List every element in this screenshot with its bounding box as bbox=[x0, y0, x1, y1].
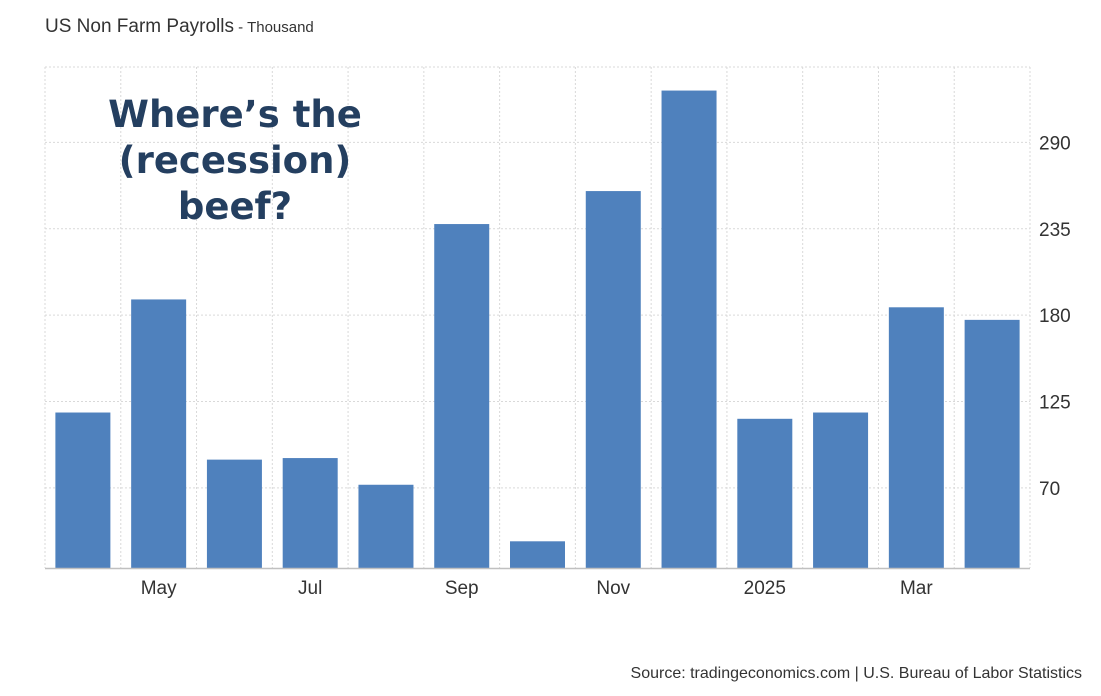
bar bbox=[737, 418, 793, 568]
x-tick-label: May bbox=[141, 578, 177, 599]
bar bbox=[131, 299, 187, 568]
bar bbox=[510, 541, 565, 568]
bar bbox=[661, 90, 717, 569]
x-tick-label: Jul bbox=[298, 578, 322, 599]
bar bbox=[358, 484, 414, 568]
bar bbox=[888, 307, 944, 568]
bar bbox=[55, 412, 111, 568]
chart-title: US Non Farm Payrolls - Thousand bbox=[45, 16, 314, 38]
bar bbox=[282, 458, 338, 568]
bar bbox=[813, 412, 869, 568]
annotation-text: Where’s the (recession) beef? bbox=[95, 92, 375, 230]
bar bbox=[434, 224, 490, 569]
annotation-line: (recession) bbox=[118, 139, 352, 182]
y-tick-label: 180 bbox=[1039, 306, 1071, 327]
chart-title-unit: Thousand bbox=[247, 19, 314, 36]
annotation-line: beef? bbox=[177, 185, 293, 228]
x-tick-label: Sep bbox=[445, 578, 479, 599]
source-text: Source: tradingeconomics.com | U.S. Bure… bbox=[630, 665, 1082, 682]
chart-title-separator: - bbox=[234, 19, 248, 36]
x-tick-label: Nov bbox=[596, 578, 630, 599]
x-tick-label: Mar bbox=[900, 578, 933, 599]
bar bbox=[206, 459, 262, 568]
y-tick-label: 125 bbox=[1039, 393, 1071, 414]
y-tick-label: 235 bbox=[1039, 220, 1071, 241]
chart-title-main: US Non Farm Payrolls bbox=[45, 16, 234, 37]
y-tick-label: 290 bbox=[1039, 133, 1071, 154]
bar bbox=[585, 191, 641, 569]
bar bbox=[964, 319, 1020, 568]
x-tick-label: 2025 bbox=[744, 578, 786, 599]
bar-layer bbox=[55, 90, 1020, 569]
y-tick-label: 70 bbox=[1039, 479, 1060, 500]
label-layer: 70 125 180 235 290 May Jul Sep Nov 2025 Mar bbox=[141, 133, 1071, 599]
annotation-line: Where’s the bbox=[108, 93, 362, 136]
